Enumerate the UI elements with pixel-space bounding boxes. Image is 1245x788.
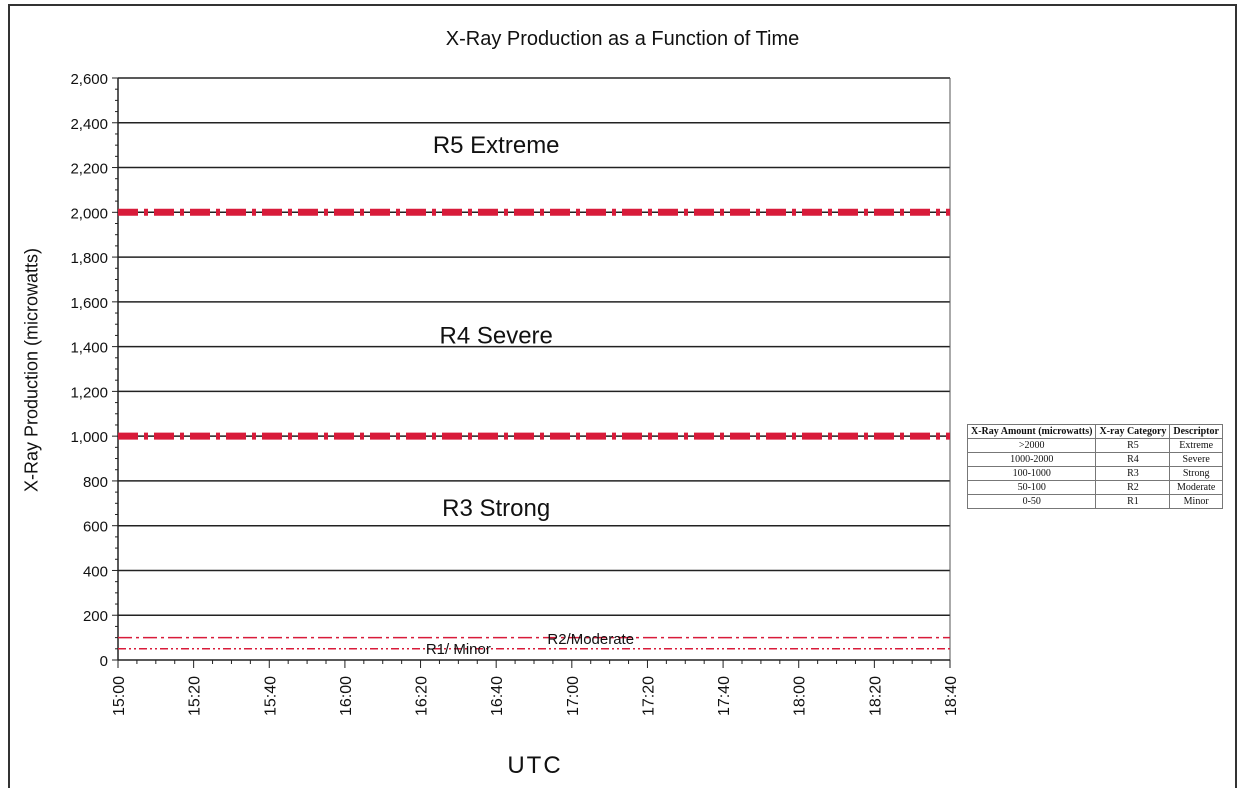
table-cell: R5 (1095, 438, 1171, 453)
x-tick-label: 17:00 (565, 676, 582, 716)
x-tick-label: 18:40 (943, 676, 960, 716)
table-cell: Extreme (1169, 438, 1223, 453)
annotation-r5-extreme: R5 Extreme (433, 132, 560, 159)
x-tick-label: 18:00 (792, 676, 809, 716)
x-tick-label: 15:20 (187, 676, 204, 716)
table-header-cell: X-Ray Amount (microwatts) (966, 424, 1097, 439)
table-cell: >2000 (966, 438, 1097, 453)
table-cell: Moderate (1169, 480, 1223, 495)
table-header-cell: Descriptor (1169, 424, 1223, 439)
x-tick-label: 15:00 (111, 676, 128, 716)
annotation-r1-minor: R1/ Minor (426, 641, 491, 658)
table-cell: 100-1000 (966, 466, 1097, 481)
x-tick-label: 18:20 (867, 676, 884, 716)
table-cell: 50-100 (966, 480, 1097, 495)
chart-title: X-Ray Production as a Function of Time (445, 28, 800, 50)
y-tick-label: 1,200 (70, 384, 108, 401)
chart-frame (8, 4, 1237, 788)
table-cell: R3 (1095, 466, 1171, 481)
table-cell: Severe (1169, 452, 1223, 467)
y-tick-label: 600 (83, 519, 108, 536)
y-tick-label: 800 (83, 474, 108, 491)
x-tick-label: 17:20 (640, 676, 657, 716)
annotation-r2-moderate: R2/Moderate (547, 631, 634, 648)
y-tick-label: 2,400 (70, 116, 108, 133)
y-tick-label: 1,400 (70, 340, 108, 357)
y-tick-label: 400 (83, 563, 108, 580)
x-tick-label: 16:40 (489, 676, 506, 716)
table-cell: R1 (1095, 494, 1171, 509)
table-cell: Minor (1169, 494, 1223, 509)
x-tick-label: 17:40 (716, 676, 733, 716)
table-cell: Strong (1169, 466, 1223, 481)
table-cell: R2 (1095, 480, 1171, 495)
table-row: 1000-2000 R4 Severe (966, 452, 1223, 467)
annotation-r3-strong: R3 Strong (442, 495, 550, 522)
table-cell: R4 (1095, 452, 1171, 467)
y-tick-label: 1,000 (70, 429, 108, 446)
x-tick-label: 16:20 (414, 676, 431, 716)
y-tick-label: 2,000 (70, 205, 108, 222)
y-tick-label: 1,600 (70, 295, 108, 312)
y-tick-label: 2,200 (70, 161, 108, 178)
y-tick-label: 2,600 (70, 71, 108, 88)
table-header-cell: X-ray Category (1095, 424, 1171, 439)
table-row: 50-100 R2 Moderate (966, 480, 1223, 495)
table-row: >2000 R5 Extreme (966, 438, 1223, 453)
y-tick-label: 1,800 (70, 250, 108, 267)
annotation-r4-severe: R4 Severe (439, 322, 552, 349)
x-tick-label: 15:40 (262, 676, 279, 716)
xray-category-table: X-Ray Amount (microwatts) X-ray Category D… (966, 424, 1223, 509)
x-tick-label: 16:00 (338, 676, 355, 716)
table-cell: 0-50 (966, 494, 1097, 509)
table-row: 100-1000 R3 Strong (966, 466, 1223, 481)
x-axis-label: UTC (507, 752, 563, 779)
table-cell: 1000-2000 (966, 452, 1097, 467)
table-row: 0-50 R1 Minor (966, 494, 1223, 509)
y-tick-label: 200 (83, 608, 108, 625)
y-tick-label: 0 (100, 653, 108, 670)
